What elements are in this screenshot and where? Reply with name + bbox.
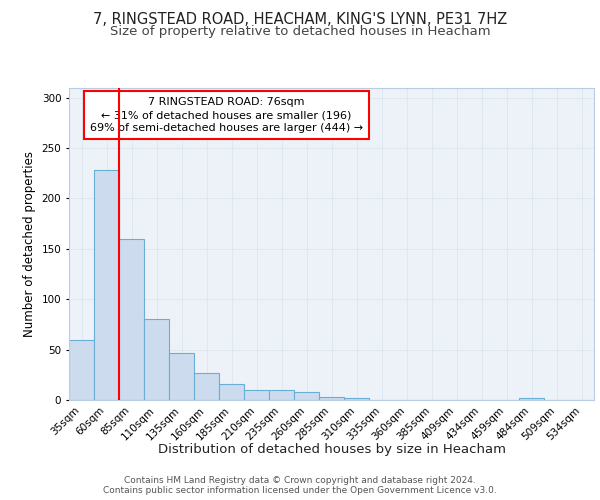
- Bar: [319, 397, 344, 400]
- Bar: [269, 390, 294, 400]
- Bar: [119, 238, 144, 400]
- Bar: [169, 352, 194, 400]
- Bar: [519, 398, 544, 400]
- Text: 7 RINGSTEAD ROAD: 76sqm
← 31% of detached houses are smaller (196)
69% of semi-d: 7 RINGSTEAD ROAD: 76sqm ← 31% of detache…: [90, 97, 363, 134]
- Bar: [244, 390, 269, 400]
- Bar: [294, 392, 319, 400]
- Bar: [344, 398, 369, 400]
- Text: 7, RINGSTEAD ROAD, HEACHAM, KING'S LYNN, PE31 7HZ: 7, RINGSTEAD ROAD, HEACHAM, KING'S LYNN,…: [93, 12, 507, 28]
- Text: Size of property relative to detached houses in Heacham: Size of property relative to detached ho…: [110, 25, 490, 38]
- Text: Contains public sector information licensed under the Open Government Licence v3: Contains public sector information licen…: [103, 486, 497, 495]
- Bar: [219, 384, 244, 400]
- Y-axis label: Number of detached properties: Number of detached properties: [23, 151, 36, 337]
- Bar: [94, 170, 119, 400]
- Bar: [194, 373, 219, 400]
- Text: Contains HM Land Registry data © Crown copyright and database right 2024.: Contains HM Land Registry data © Crown c…: [124, 476, 476, 485]
- Bar: [69, 340, 94, 400]
- Bar: [144, 320, 169, 400]
- Text: Distribution of detached houses by size in Heacham: Distribution of detached houses by size …: [157, 442, 505, 456]
